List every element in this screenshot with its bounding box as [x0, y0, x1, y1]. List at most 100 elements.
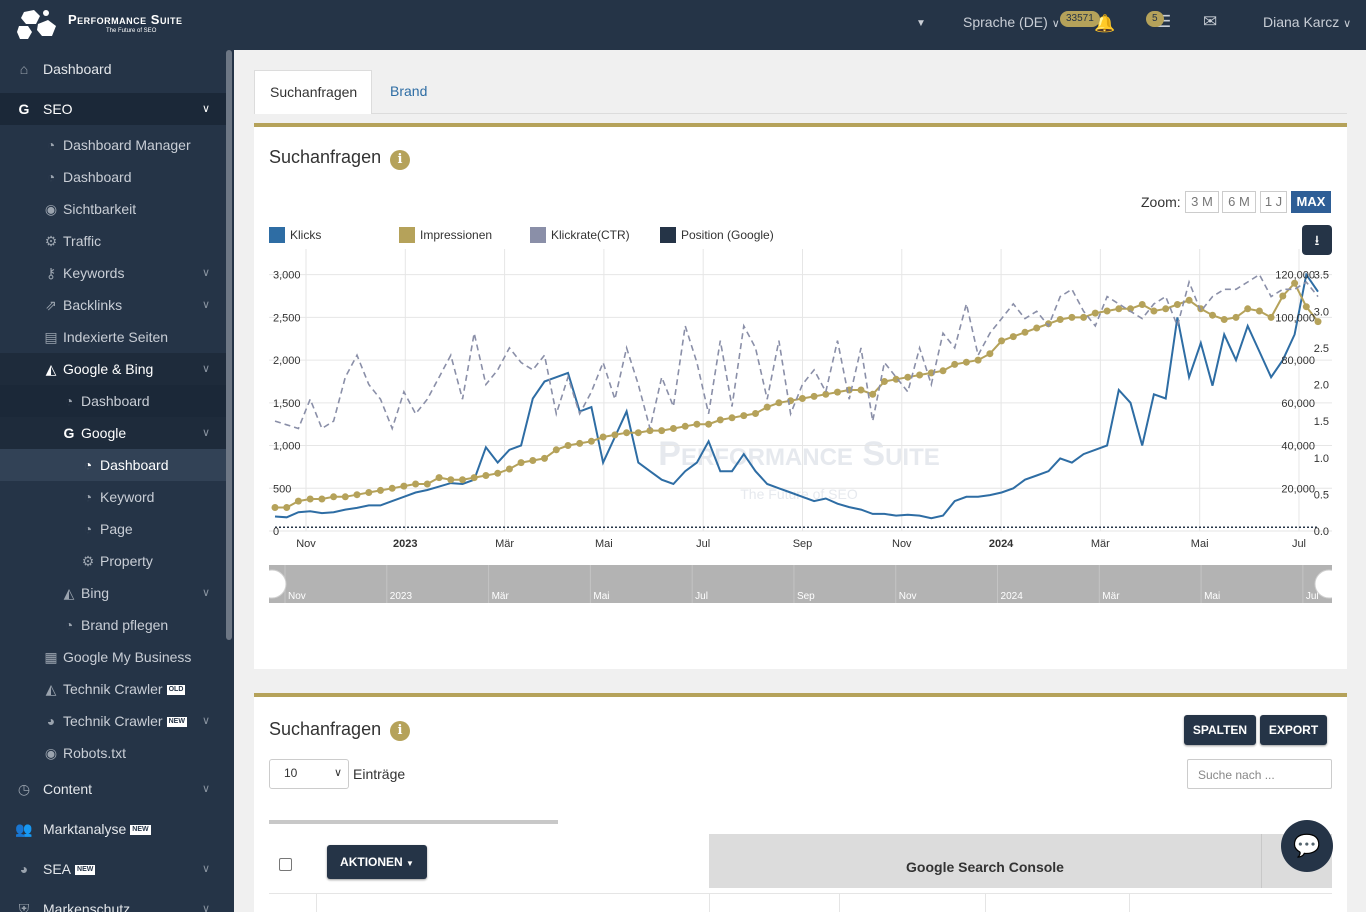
chevron-down-icon: ∨: [202, 783, 211, 795]
scroll-indicator[interactable]: [269, 820, 558, 824]
impressionen-point: [330, 493, 338, 501]
user-menu[interactable]: Diana Karcz ∨: [1263, 14, 1351, 30]
zoom-max-button[interactable]: MAX: [1291, 191, 1331, 213]
info-icon[interactable]: i: [390, 721, 410, 741]
sidebar-item-robots-txt[interactable]: ◉ Robots.txt: [0, 737, 226, 769]
sidebar-item-brand-pflegen[interactable]: ◔ Brand pflegen: [0, 609, 226, 641]
actions-button[interactable]: AKTIONEN ▼: [327, 845, 427, 879]
sidebar-item-label: Google & Bing: [63, 361, 154, 377]
dashboard-icon: ◔: [64, 393, 74, 409]
search-input[interactable]: Suche nach ...: [1187, 759, 1332, 789]
sidebar: ⌂ Dashboard G SEO ∨ ◔ Dashboard Manager …: [0, 50, 234, 912]
sidebar-item-seo-dashboard[interactable]: ◔ Dashboard: [0, 161, 226, 193]
envelope-icon[interactable]: ✉: [1203, 12, 1218, 31]
legend-label: Position (Google): [681, 228, 774, 242]
impressionen-point: [740, 412, 748, 420]
sidebar-item-marktanalyse[interactable]: 👥 Marktanalyse NEW: [0, 813, 226, 845]
sidebar-item-sichtbarkeit[interactable]: ◉ Sichtbarkeit: [0, 193, 226, 225]
columns-button[interactable]: SPALTEN: [1184, 715, 1256, 745]
sidebar-item-seo[interactable]: G SEO ∨: [0, 93, 226, 125]
logo[interactable]: Performance Suite The Future of SEO: [16, 8, 216, 42]
export-button[interactable]: EXPORT: [1260, 715, 1327, 745]
y-ctr-tick-label: 2.0: [1314, 380, 1329, 392]
select-all-checkbox[interactable]: [279, 858, 292, 871]
sidebar-item-backlinks[interactable]: ⇗ Backlinks ∨: [0, 289, 226, 321]
navigator-tick-label: 2023: [390, 591, 413, 602]
dashboard-icon: ◔: [64, 617, 74, 633]
zoom-3m-button[interactable]: 3 M: [1185, 191, 1219, 213]
key-icon: ⚷: [45, 264, 57, 281]
impressionen-point: [623, 429, 631, 437]
impressionen-point: [634, 429, 642, 437]
sidebar-item-dashboard-manager[interactable]: ◔ Dashboard Manager: [0, 129, 226, 161]
tab-suchanfragen[interactable]: Suchanfragen: [254, 70, 372, 114]
legend-klicks[interactable]: Klicks: [269, 227, 321, 243]
sidebar-item-technik-crawler-new[interactable]: ◕ Technik Crawler NEW ∨: [0, 705, 226, 737]
y-ctr-tick-label: 1.0: [1314, 453, 1329, 465]
impressionen-point: [271, 504, 279, 511]
impressionen-point: [400, 482, 408, 490]
google-icon: G: [18, 101, 30, 117]
language-selector[interactable]: Sprache (DE) ∨: [963, 14, 1060, 30]
download-icon[interactable]: ⭳: [1302, 225, 1332, 255]
legend-position[interactable]: Position (Google): [660, 227, 774, 243]
sidebar-item-content[interactable]: ◷ Content ∨: [0, 773, 226, 805]
sidebar-item-label: Robots.txt: [63, 745, 127, 761]
legend-ctr[interactable]: Klickrate(CTR): [530, 227, 630, 243]
impressionen-point: [1302, 303, 1310, 311]
dashboard-icon: ◔: [46, 137, 56, 153]
sidebar-item-google[interactable]: G Google ∨: [0, 417, 226, 449]
chat-icon[interactable]: 💬: [1281, 820, 1333, 872]
navigator-tick-label: 2024: [1001, 591, 1024, 602]
sidebar-scrollbar[interactable]: [226, 50, 232, 640]
sidebar-item-keywords[interactable]: ⚷ Keywords ∨: [0, 257, 226, 289]
chevron-down-icon: ∨: [202, 363, 211, 375]
sidebar-item-label-wrap: SEA NEW: [43, 861, 96, 877]
table-card-title: Suchanfragen: [269, 719, 382, 739]
x-tick-label: Nov: [892, 538, 912, 550]
dropdown-caret-icon[interactable]: ▼: [916, 18, 926, 29]
zoom-1j-button[interactable]: 1 J: [1260, 191, 1287, 213]
sidebar-item-google-property[interactable]: ⚙ Property: [0, 545, 226, 577]
sidebar-item-google-my-business[interactable]: ▦ Google My Business: [0, 641, 226, 673]
sidebar-item-sea[interactable]: ◕ SEA NEW ∨: [0, 853, 226, 885]
impressionen-point: [798, 395, 806, 402]
impressionen-point: [517, 459, 525, 467]
impressionen-point: [646, 427, 654, 435]
sidebar-item-traffic[interactable]: ⚙ Traffic: [0, 225, 226, 257]
y-impressionen-tick-label: 120,000: [1275, 270, 1315, 282]
sidebar-item-google-bing-dashboard[interactable]: ◔ Dashboard: [0, 385, 226, 417]
info-icon[interactable]: i: [390, 150, 410, 170]
chart-navigator[interactable]: Nov 2023 Mär Mai Jul Sep Nov 2024 Mär Mai Jul: [269, 565, 1332, 603]
sidebar-item-google-keyword[interactable]: ◔ Keyword: [0, 481, 226, 513]
new-tag: NEW: [75, 865, 96, 876]
sidebar-item-google-page[interactable]: ◔ Page: [0, 513, 226, 545]
tab-brand[interactable]: Brand: [390, 83, 428, 99]
cogs-icon: ⚙: [44, 232, 58, 249]
logo-title: Performance Suite: [68, 12, 183, 27]
sidebar-item-bing[interactable]: ◭ Bing ∨: [0, 577, 226, 609]
dashboard-icon: ◔: [83, 521, 93, 537]
entries-select[interactable]: 10 ∨: [269, 759, 349, 789]
area-chart-icon: ◭: [45, 360, 57, 377]
area-chart-icon: ◭: [63, 584, 75, 601]
col-divider: [1129, 894, 1130, 912]
sidebar-item-dashboard[interactable]: ⌂ Dashboard: [0, 53, 226, 85]
impressionen-point: [529, 457, 537, 464]
sidebar-item-indexierte-seiten[interactable]: ▤ Indexierte Seiten: [0, 321, 226, 353]
zoom-6m-button[interactable]: 6 M: [1222, 191, 1256, 213]
impressionen-point: [1127, 305, 1134, 313]
sidebar-item-google-bing[interactable]: ◭ Google & Bing ∨: [0, 353, 226, 385]
sidebar-item-label: Sichtbarkeit: [63, 201, 137, 217]
sidebar-item-technik-crawler-old[interactable]: ◭ Technik Crawler OLD: [0, 673, 226, 705]
actions-label: AKTIONEN: [340, 855, 403, 869]
impressionen-point: [810, 392, 818, 400]
legend-impressionen[interactable]: Impressionen: [399, 227, 492, 243]
gsc-group-header: Google Search Console: [709, 834, 1261, 888]
impressionen-point: [962, 358, 970, 366]
impressionen-point: [564, 442, 572, 449]
sidebar-item-google-dashboard[interactable]: ◔ Dashboard: [0, 449, 226, 481]
new-tag: NEW: [130, 825, 151, 836]
sidebar-item-label: Dashboard: [100, 457, 169, 473]
sidebar-item-markenschutz[interactable]: ⛨ Markenschutz ∨: [0, 893, 226, 912]
